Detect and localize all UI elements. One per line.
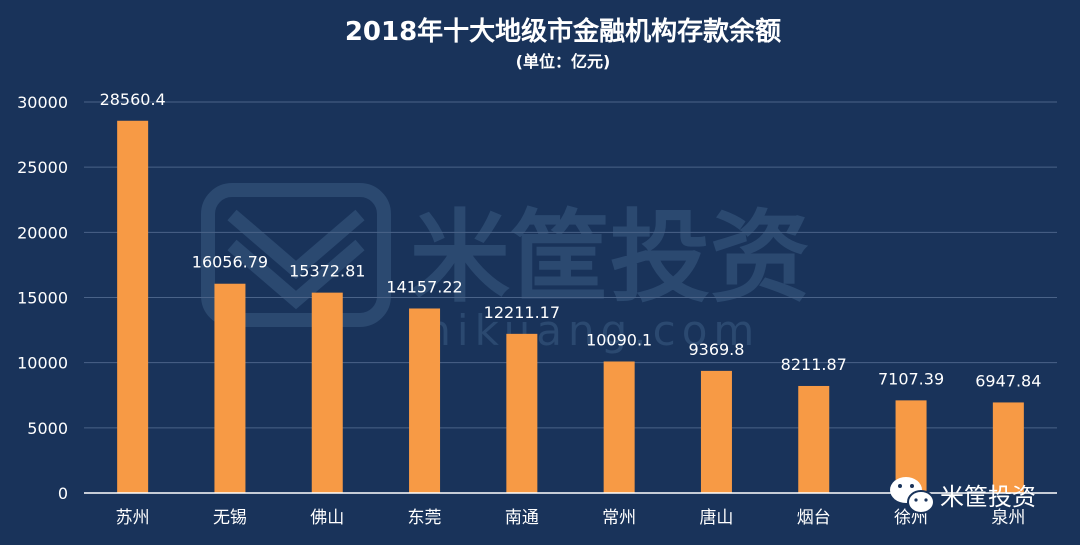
data-label: 10090.1 [586, 330, 652, 349]
x-tick-label: 泉州 [991, 508, 1025, 528]
x-tick-label: 常州 [602, 508, 636, 528]
x-tick-label: 苏州 [116, 508, 150, 528]
bars [117, 120, 1024, 493]
x-tick-label: 烟台 [797, 508, 831, 528]
y-tick-label: 15000 [17, 289, 68, 308]
wechat-icon [890, 477, 935, 514]
y-tick-label: 5000 [27, 419, 68, 438]
y-grid [84, 101, 1057, 429]
bar-8 [895, 400, 927, 493]
bar-3 [409, 308, 441, 493]
watermark-logo-icon [201, 183, 391, 327]
brand-name: 米筐投资 [940, 483, 1036, 511]
bar-2 [311, 292, 343, 493]
data-label: 28560.4 [100, 90, 166, 109]
data-label: 9369.8 [688, 340, 744, 359]
data-labels: 28560.4 16056.79 15372.81 14157.22 12211.17 1… [100, 90, 1042, 391]
bar-1 [214, 283, 246, 493]
watermark-text: 米筐投资 [410, 199, 810, 316]
data-label: 16056.79 [192, 253, 268, 272]
y-tick-label: 20000 [17, 223, 68, 242]
bar-4 [506, 333, 538, 493]
data-label: 8211.87 [781, 355, 847, 374]
x-tick-label: 无锡 [213, 508, 247, 528]
chart-title: 2018年十大地级市金融机构存款余额 [345, 16, 781, 47]
x-axis: 苏州 无锡 佛山 东莞 南通 常州 唐山 烟台 徐州 泉州 [116, 507, 1026, 528]
watermark: 米筐投资 mikuang.com [201, 183, 810, 355]
y-axis: 0 5000 10000 15000 20000 25000 30000 [17, 93, 68, 503]
y-tick-label: 0 [58, 484, 68, 503]
bar-0 [117, 120, 149, 493]
y-tick-label: 25000 [17, 158, 68, 177]
data-label: 15372.81 [289, 262, 365, 281]
y-tick-label: 10000 [17, 354, 68, 373]
bar-5 [603, 361, 635, 493]
brand: 米筐投资 [890, 477, 1036, 514]
bar-9 [992, 402, 1024, 493]
y-tick-label: 30000 [17, 93, 68, 112]
x-tick-label: 南通 [505, 508, 539, 528]
data-label: 14157.22 [386, 277, 462, 296]
bar-7 [798, 385, 830, 493]
data-label: 12211.17 [484, 303, 560, 322]
data-label: 7107.39 [878, 369, 944, 388]
data-label: 6947.84 [975, 371, 1041, 390]
chart-subtitle: (单位：亿元) [516, 52, 611, 71]
watermark-url: mikuang.com [410, 306, 760, 355]
x-tick-label: 唐山 [699, 507, 733, 528]
x-tick-label: 佛山 [310, 508, 344, 528]
bar-6 [700, 370, 732, 493]
x-tick-label: 东莞 [408, 508, 442, 528]
